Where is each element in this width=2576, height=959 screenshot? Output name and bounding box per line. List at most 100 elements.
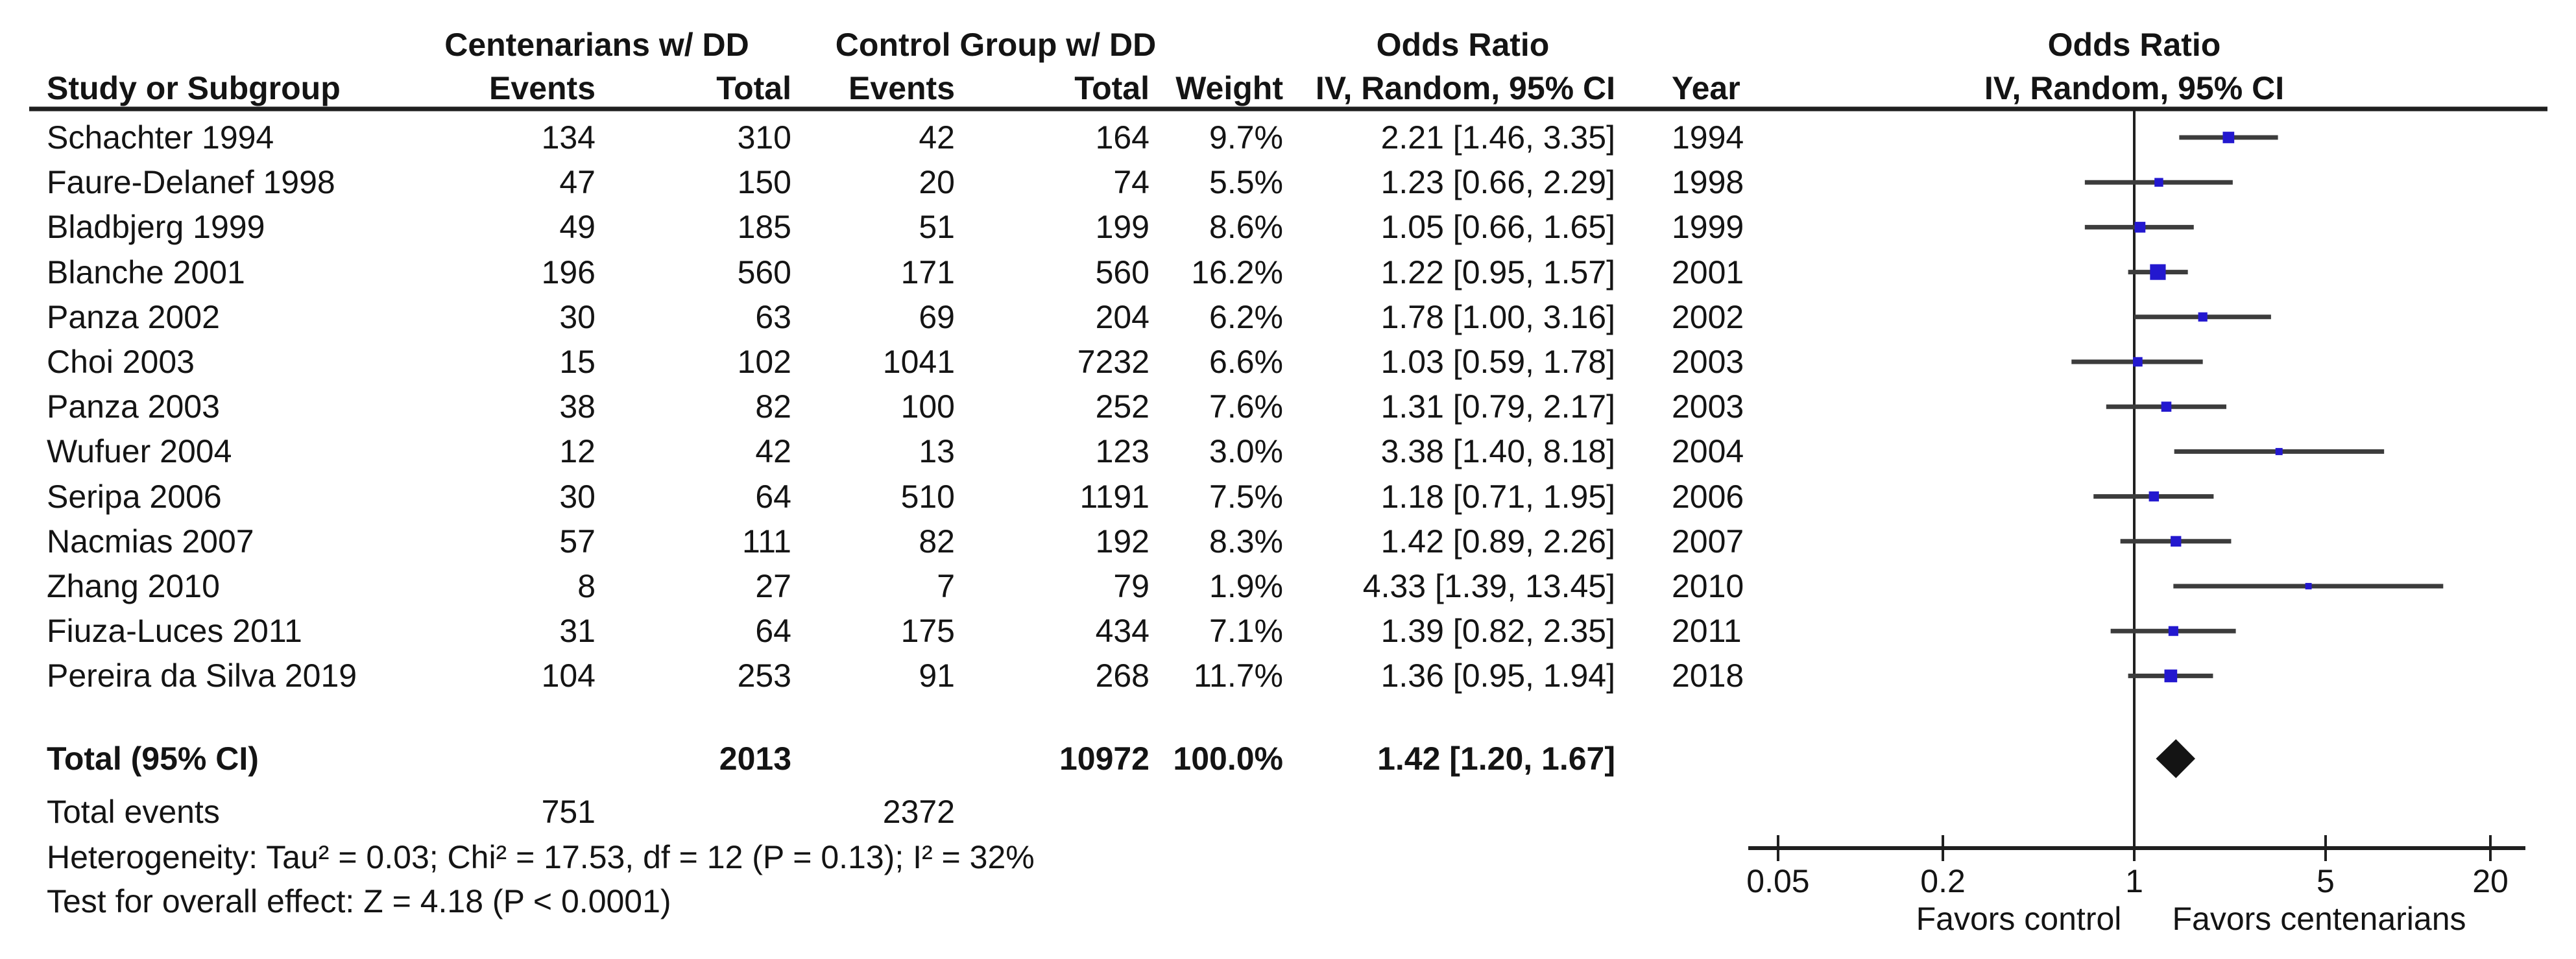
centenarians-total: 253: [737, 657, 791, 694]
control-total: 434: [1095, 613, 1150, 650]
centenarians-total: 82: [755, 388, 791, 425]
column-group-control: Control Group w/ DD: [835, 27, 1157, 63]
study-year: 2010: [1672, 568, 1744, 604]
study-name: Panza 2002: [47, 298, 220, 335]
study-name: Fiuza-Luces 2011: [47, 613, 302, 650]
or-ci-text: 1.36 [0.95, 1.94]: [1380, 657, 1615, 694]
centenarians-events: 196: [541, 254, 596, 290]
or-marker: [2164, 669, 2178, 683]
centenarians-events: 104: [541, 657, 596, 694]
or-ci-text: 1.18 [0.71, 1.95]: [1380, 478, 1615, 515]
or-marker: [2150, 264, 2166, 280]
control-total: 199: [1095, 209, 1150, 246]
plot-title: Odds Ratio: [2047, 27, 2221, 63]
study-name: Pereira da Silva 2019: [47, 657, 357, 694]
control-total: 192: [1095, 523, 1150, 560]
control-events: 42: [919, 119, 955, 156]
column-group-centenarians: Centenarians w/ DD: [444, 27, 749, 63]
study-year: 2006: [1672, 478, 1744, 515]
column-header-total-1: Total: [716, 70, 791, 106]
control-events: 20: [919, 164, 955, 201]
centenarians-events: 30: [559, 298, 596, 335]
control-events: 51: [919, 209, 955, 246]
control-total: 204: [1095, 298, 1150, 335]
or-ci-text: 1.78 [1.00, 3.16]: [1380, 298, 1615, 335]
or-ci-text: 1.22 [0.95, 1.57]: [1380, 254, 1615, 290]
study-year: 1999: [1672, 209, 1744, 246]
study-weight: 1.9%: [1209, 568, 1283, 604]
or-marker: [2168, 626, 2178, 636]
study-year: 2003: [1672, 388, 1744, 425]
or-marker: [2275, 447, 2283, 455]
study-year: 2018: [1672, 657, 1744, 694]
control-events: 100: [900, 388, 955, 425]
centenarians-events: 8: [577, 568, 596, 604]
centenarians-events: 12: [559, 433, 596, 470]
study-name: Faure-Delanef 1998: [47, 164, 335, 201]
total-n-control: 10972: [1059, 740, 1150, 777]
control-events: 13: [919, 433, 955, 470]
study-name: Zhang 2010: [47, 568, 220, 604]
study-year: 1994: [1672, 119, 1744, 156]
total-or-ci: 1.42 [1.20, 1.67]: [1377, 740, 1615, 777]
centenarians-events: 30: [559, 478, 596, 515]
study-year: 2003: [1672, 344, 1744, 380]
study-weight: 9.7%: [1209, 119, 1283, 156]
or-ci-text: 1.05 [0.66, 1.65]: [1380, 209, 1615, 246]
or-ci-text: 1.23 [0.66, 2.29]: [1380, 164, 1615, 201]
control-total: 74: [1113, 164, 1150, 201]
centenarians-total: 560: [737, 254, 791, 290]
or-ci-text: 1.39 [0.82, 2.35]: [1380, 613, 1615, 650]
centenarians-total: 150: [737, 164, 791, 201]
x-tick-label: 1: [2125, 863, 2143, 899]
study-name: Choi 2003: [47, 344, 195, 380]
favors-left-label: Favors control: [1916, 901, 2122, 937]
control-total: 252: [1095, 388, 1150, 425]
study-year: 2007: [1672, 523, 1744, 560]
column-header-total-2: Total: [1074, 70, 1150, 106]
study-weight: 8.6%: [1209, 209, 1283, 246]
study-year: 2011: [1672, 613, 1742, 650]
control-events: 7: [937, 568, 955, 604]
overall-effect-note: Test for overall effect: Z = 4.18 (P < 0…: [47, 883, 671, 919]
centenarians-total: 64: [755, 478, 791, 515]
or-marker: [2134, 222, 2146, 233]
control-total: 7232: [1077, 344, 1150, 380]
control-total: 268: [1095, 657, 1150, 694]
control-events: 175: [900, 613, 955, 650]
centenarians-events: 38: [559, 388, 596, 425]
column-header-odds-ratio: Odds Ratio: [1376, 27, 1550, 63]
or-marker: [2154, 178, 2163, 187]
study-weight: 6.2%: [1209, 298, 1283, 335]
or-marker: [2171, 536, 2182, 547]
centenarians-events: 57: [559, 523, 596, 560]
or-marker: [2222, 132, 2235, 143]
study-name: Schachter 1994: [47, 119, 274, 156]
centenarians-total: 111: [741, 523, 791, 560]
centenarians-total: 42: [755, 433, 791, 470]
centenarians-total: 310: [737, 119, 791, 156]
total-weight: 100.0%: [1173, 740, 1283, 777]
study-weight: 6.6%: [1209, 344, 1283, 380]
control-events: 69: [919, 298, 955, 335]
or-ci-text: 4.33 [1.39, 13.45]: [1362, 568, 1615, 604]
study-weight: 3.0%: [1209, 433, 1283, 470]
total-row-label: Total (95% CI): [47, 740, 259, 777]
study-name: Bladbjerg 1999: [47, 209, 265, 246]
total-n-centenarians: 2013: [719, 740, 791, 777]
study-year: 2004: [1672, 433, 1744, 470]
column-header-study: Study or Subgroup: [47, 70, 341, 106]
control-total: 560: [1095, 254, 1150, 290]
centenarians-events: 134: [541, 119, 596, 156]
control-total: 123: [1095, 433, 1150, 470]
study-name: Nacmias 2007: [47, 523, 254, 560]
centenarians-total: 64: [755, 613, 791, 650]
or-marker: [2133, 357, 2143, 367]
column-header-method-ci: IV, Random, 95% CI: [1315, 70, 1615, 106]
total-events-centenarians: 751: [541, 794, 596, 830]
favors-right-label: Favors centenarians: [2172, 901, 2466, 937]
study-weight: 7.6%: [1209, 388, 1283, 425]
centenarians-events: 15: [559, 344, 596, 380]
or-marker: [2198, 312, 2208, 322]
